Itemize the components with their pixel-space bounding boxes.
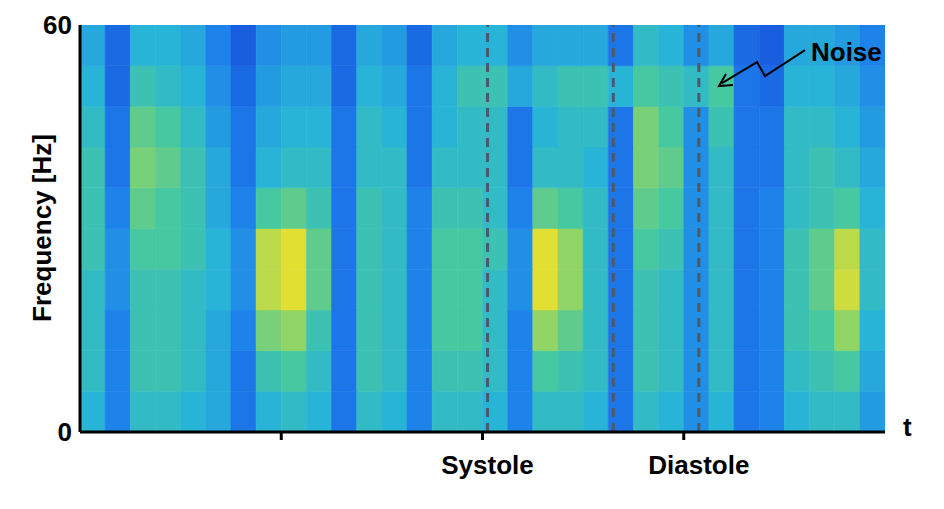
svg-text:Noise: Noise	[811, 37, 882, 67]
svg-text:Systole: Systole	[441, 450, 534, 480]
svg-text:60: 60	[43, 10, 72, 40]
svg-text:0: 0	[58, 417, 72, 447]
svg-text:Diastole: Diastole	[648, 450, 749, 480]
html-text:Frequency [Hz]: Frequency [Hz]	[26, 134, 57, 322]
html-text:t: t	[903, 412, 912, 442]
